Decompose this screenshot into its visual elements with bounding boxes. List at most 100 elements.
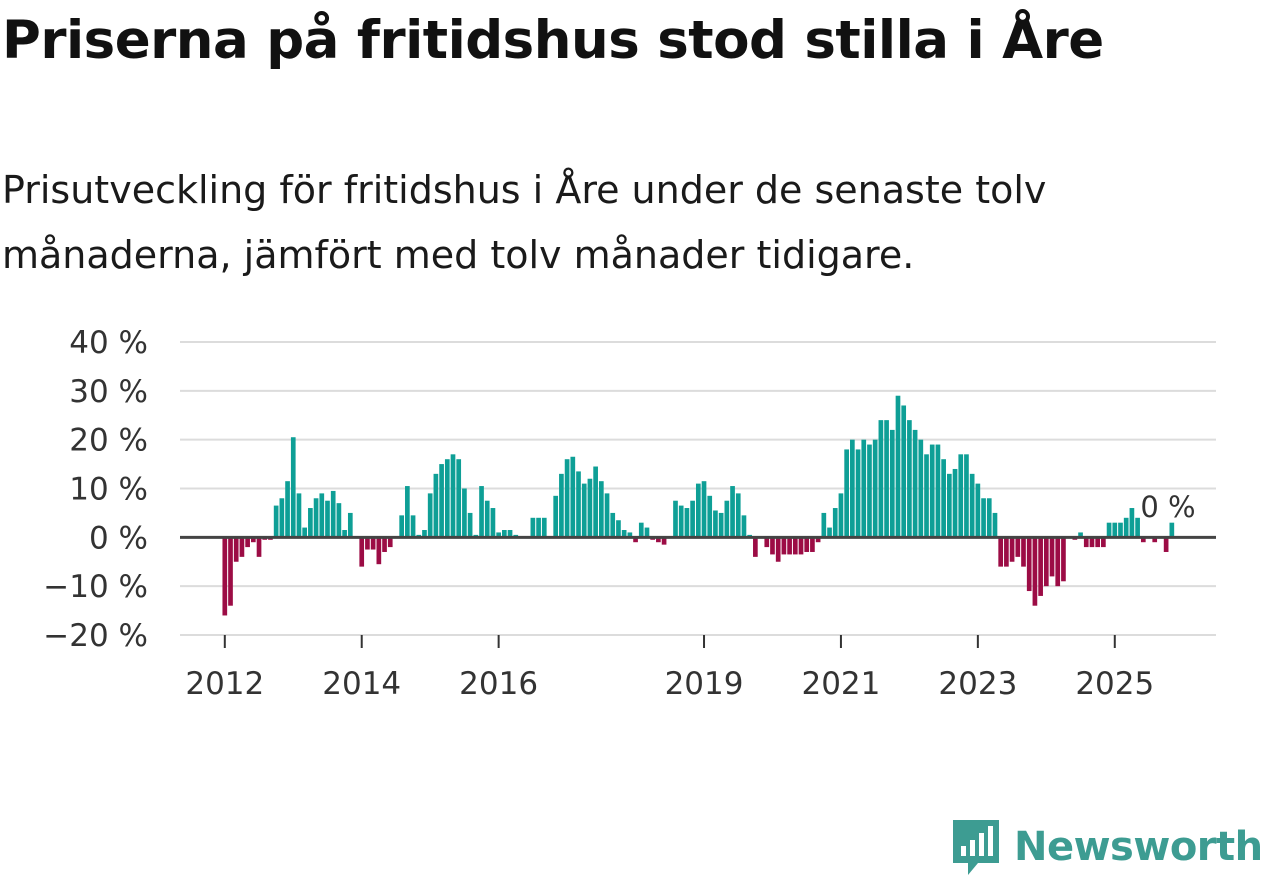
- bar: [1106, 522, 1112, 538]
- bar: [952, 468, 958, 538]
- bar: [638, 522, 644, 538]
- bar: [342, 530, 347, 538]
- bar: [1169, 522, 1175, 538]
- bar: [764, 537, 770, 548]
- bar: [1004, 537, 1009, 567]
- bar: [536, 517, 541, 538]
- bar: [1129, 508, 1135, 538]
- bar: [616, 520, 621, 538]
- bar: [787, 537, 792, 555]
- bar: [604, 493, 610, 538]
- bar: [844, 449, 849, 538]
- bar: [530, 517, 536, 538]
- bar: [656, 537, 661, 543]
- bar: [1009, 537, 1015, 562]
- bar: [815, 537, 821, 543]
- bar: [502, 530, 507, 538]
- newsworthy-logo-icon: [953, 820, 999, 875]
- bar: [427, 493, 433, 538]
- bar: [895, 395, 901, 538]
- bar: [969, 473, 975, 538]
- bar: [228, 537, 233, 606]
- bar: [918, 439, 924, 538]
- y-tick-label: 20 %: [69, 423, 148, 459]
- chart-subtitle: Prisutveckling för fritidshus i Åre unde…: [2, 168, 1047, 277]
- bar: [718, 512, 724, 538]
- bar: [336, 503, 342, 538]
- bar: [1095, 537, 1101, 548]
- bar: [855, 449, 861, 538]
- y-tick-label: −20 %: [43, 618, 148, 654]
- bar: [929, 444, 935, 538]
- bar: [1038, 537, 1043, 596]
- bar: [1021, 537, 1026, 567]
- bar: [1015, 537, 1021, 557]
- bar: [285, 481, 290, 538]
- bar: [1083, 537, 1089, 548]
- page-title: Priserna på fritidshus stod stilla i Åre: [2, 10, 1104, 71]
- bar: [1135, 517, 1140, 538]
- bar: [884, 420, 889, 538]
- bar: [804, 537, 810, 552]
- bar: [775, 537, 781, 562]
- bar: [496, 532, 501, 538]
- bar: [313, 498, 319, 538]
- bar: [570, 456, 576, 538]
- bar: [405, 486, 410, 538]
- bar: [621, 530, 627, 538]
- bar: [878, 420, 884, 538]
- bar: [347, 512, 353, 538]
- bar: [889, 429, 895, 538]
- bar: [907, 420, 912, 538]
- bar: [450, 454, 456, 538]
- bar: [319, 493, 325, 538]
- bar: [741, 515, 747, 538]
- bar: [296, 493, 302, 538]
- x-axis: 2012 2014 2016 2019 2021 2023 2025: [185, 635, 1154, 702]
- bar: [627, 532, 633, 538]
- bar: [867, 444, 872, 538]
- bar: [832, 508, 838, 538]
- bar: [810, 537, 815, 552]
- x-tick-label: 2025: [1075, 666, 1154, 702]
- bar: [792, 537, 798, 555]
- bar: [644, 527, 650, 538]
- bar: [661, 537, 667, 545]
- bar: [724, 500, 730, 538]
- bar: [753, 537, 758, 557]
- bar: [273, 505, 279, 538]
- bar: [1043, 537, 1049, 587]
- bar: [376, 537, 382, 565]
- bar: [433, 473, 439, 538]
- bar: [690, 500, 695, 538]
- bar: [941, 459, 946, 538]
- bar: [872, 439, 878, 538]
- bar: [279, 498, 285, 538]
- bar: [330, 490, 336, 538]
- bar: [1101, 537, 1106, 548]
- bar: [981, 498, 986, 538]
- bar: [861, 439, 867, 538]
- bar: [576, 471, 581, 538]
- bar: [233, 537, 239, 562]
- bar: [986, 498, 992, 538]
- bar: [359, 537, 365, 567]
- bar: [770, 537, 775, 555]
- bar: [998, 537, 1004, 567]
- bar: [387, 537, 393, 548]
- bar: [695, 483, 701, 538]
- bar: [439, 464, 444, 538]
- bar: [290, 437, 296, 538]
- bar: [684, 508, 690, 538]
- bar: [256, 537, 262, 557]
- bar: [964, 454, 969, 538]
- bar: [239, 537, 245, 557]
- bar: [798, 537, 804, 555]
- bar: [410, 515, 416, 538]
- x-tick-label: 2019: [665, 666, 744, 702]
- bar: [958, 454, 964, 538]
- bar: [1055, 537, 1061, 587]
- bar: [912, 429, 918, 538]
- bar: [678, 505, 684, 538]
- bar: [370, 537, 376, 550]
